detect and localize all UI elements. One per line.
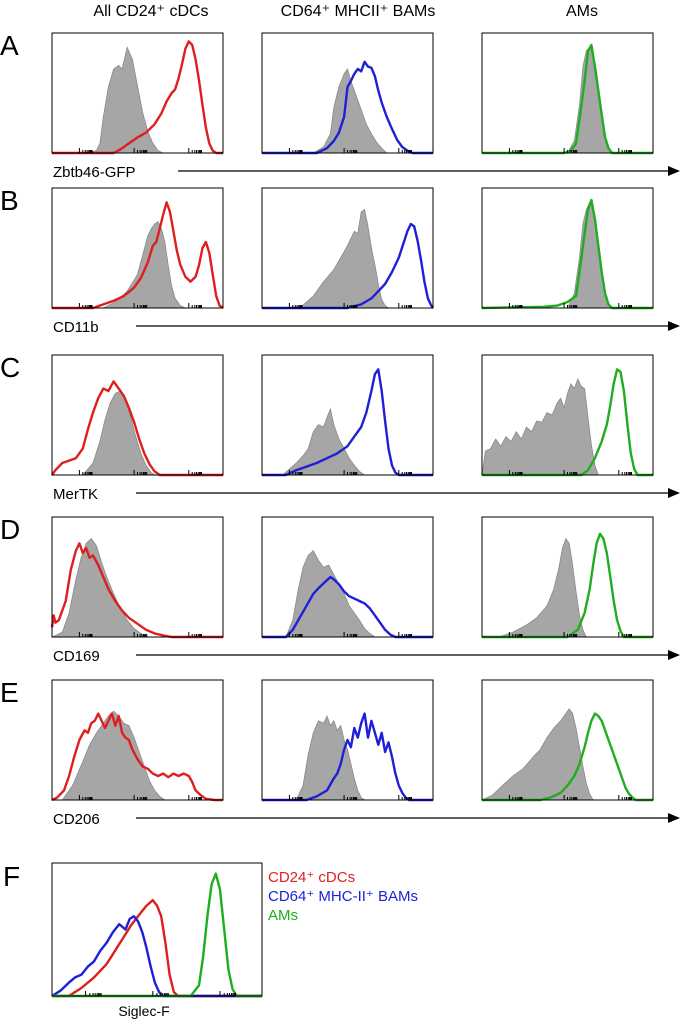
histogram-c-cdc (51, 354, 224, 477)
axis-arrowhead-e (668, 813, 680, 823)
panel-letter-f: F (3, 861, 20, 892)
histogram-e-cdc (51, 679, 224, 802)
histogram-e-bam (261, 679, 434, 802)
panel-row-f: F Siglec-F CD24⁺ cDCs CD64⁺ MHC-II⁺ BAMs AMs (3, 861, 418, 1019)
marker-label-b: CD11b (53, 319, 99, 336)
sample-histogram-b-bam (262, 222, 434, 310)
column-header-bams: CD64⁺ MHCII⁺ BAMs (281, 3, 436, 20)
panel-row-e: E CD206 (0, 677, 680, 828)
legend-entry-cdc: CD24⁺ cDCs (268, 869, 355, 886)
sample-histogram-b-am (481, 198, 653, 310)
axis-arrowhead-d (668, 650, 680, 660)
histogram-a-bam (261, 32, 434, 155)
marker-label-f: Siglec-F (118, 1003, 169, 1019)
sample-histogram-e-am (482, 712, 653, 802)
control-histogram-b-am (482, 201, 653, 309)
plot-frame-b-am (481, 187, 654, 309)
histogram-e-am (481, 679, 654, 802)
control-histogram-e-cdc (52, 710, 223, 801)
sample-histogram-a-cdc (52, 40, 223, 155)
panel-row-b: B CD11b (0, 185, 680, 336)
panel-row-d: D CD169 (0, 514, 680, 665)
sample-histogram-d-cdc (50, 542, 223, 639)
control-histogram-a-cdc (52, 46, 223, 154)
control-histogram-c-am (481, 377, 653, 476)
sample-histogram-d-bam (262, 575, 433, 639)
control-histogram-d-bam (262, 549, 433, 638)
control-histogram-c-bam (262, 407, 433, 476)
axis-arrowhead-c (668, 488, 680, 498)
axis-arrowhead-a (668, 166, 680, 176)
sample-histogram-e-bam (262, 712, 433, 802)
histogram-d-cdc (50, 516, 224, 639)
histogram-b-am (481, 187, 654, 310)
plot-frame-a-am (481, 32, 654, 154)
axis-arrowhead-b (668, 321, 680, 331)
histogram-b-bam (261, 187, 434, 310)
panel-row-a: A Zbtb46-GFP (0, 30, 680, 181)
panel-letter-e: E (0, 677, 19, 708)
siglec-histogram-bam (51, 915, 262, 998)
column-header-ams: AMs (566, 3, 598, 20)
sample-histogram-c-bam (262, 368, 433, 477)
control-histogram-b-bam (262, 208, 433, 309)
panel-letter-b: B (0, 185, 19, 216)
sample-histogram-c-cdc (51, 380, 223, 477)
column-header-cdcs: All CD24⁺ cDCs (93, 3, 208, 20)
control-histogram-a-bam (262, 68, 433, 154)
sample-histogram-b-cdc (52, 201, 224, 310)
siglec-histogram-am (52, 872, 262, 998)
control-histogram-d-cdc (51, 537, 223, 638)
histogram-d-bam (261, 516, 434, 639)
marker-label-a: Zbtb46-GFP (53, 164, 136, 181)
histogram-c-bam (261, 354, 434, 477)
panel-row-c: C MerTK (0, 352, 680, 503)
histogram-a-am (481, 32, 654, 155)
control-histogram-e-bam (262, 714, 433, 801)
marker-label-c: MerTK (53, 486, 98, 503)
control-histogram-d-am (482, 537, 653, 638)
histogram-panels: A Zbtb46-GFP B CD11b C MerTK D CD169 E CD206 F Sigl… (0, 30, 680, 1019)
panel-letter-d: D (0, 514, 20, 545)
siglec-histogram-cdc (52, 899, 262, 998)
sample-histogram-a-am (482, 43, 653, 155)
marker-label-e: CD206 (53, 811, 100, 828)
control-histogram-e-am (481, 708, 653, 801)
control-histogram-b-cdc (52, 220, 223, 309)
legend-entry-am: AMs (268, 907, 298, 924)
histogram-a-cdc (51, 32, 224, 155)
sample-histogram-d-am (482, 532, 653, 639)
panel-letter-c: C (0, 352, 20, 383)
marker-label-d: CD169 (53, 648, 100, 665)
sample-histogram-c-am (482, 368, 653, 477)
histogram-c-am (481, 354, 654, 477)
panel-letter-a: A (0, 30, 19, 61)
sample-histogram-a-bam (262, 60, 433, 155)
sample-histogram-e-cdc (51, 712, 223, 802)
histogram-d-am (481, 516, 654, 639)
histogram-b-cdc (51, 187, 224, 310)
control-histogram-a-am (482, 46, 653, 154)
legend-entry-bam: CD64⁺ MHC-II⁺ BAMs (268, 888, 418, 905)
